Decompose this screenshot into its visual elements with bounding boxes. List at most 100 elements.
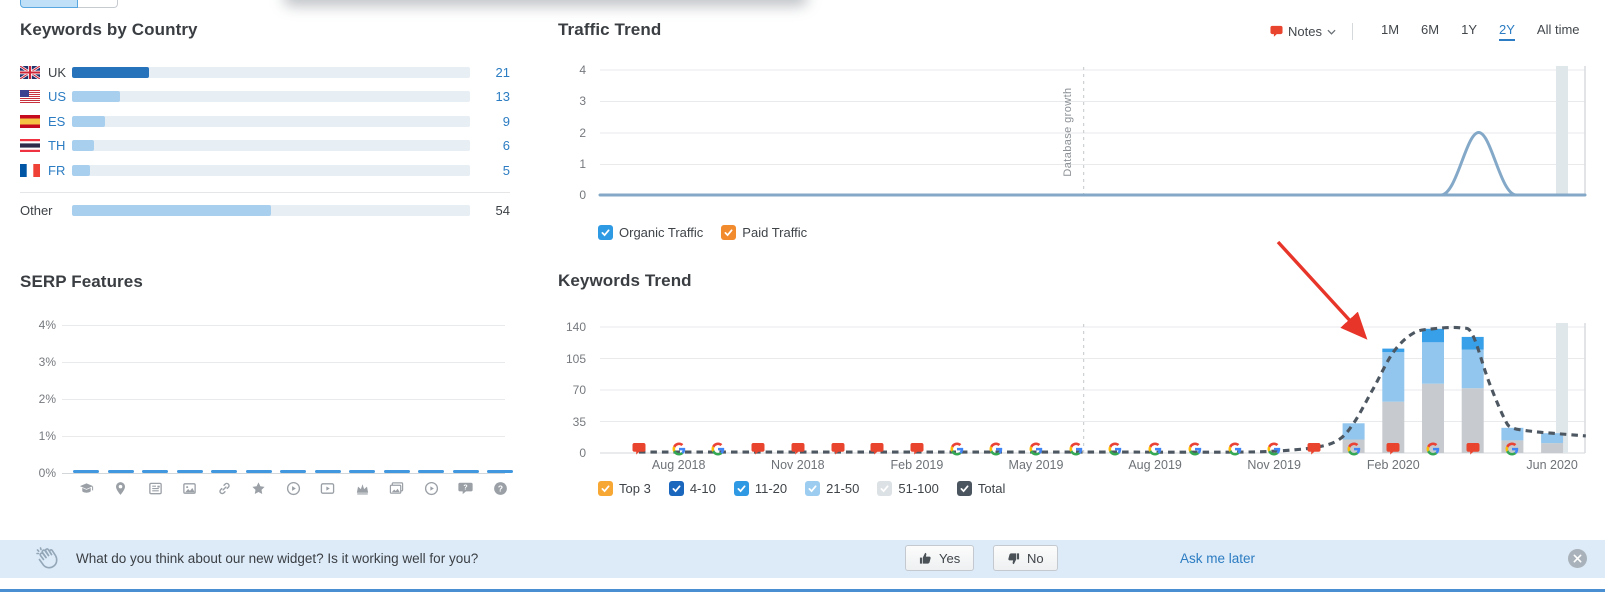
serp-zero-dash [349, 469, 375, 473]
serp-zero-dash [452, 469, 479, 473]
marker-google-icon[interactable] [1505, 442, 1519, 456]
range-2y[interactable]: 2Y [1499, 22, 1515, 41]
x-tick-label: Nov 2019 [1247, 458, 1301, 472]
marker-note-icon[interactable] [791, 442, 805, 456]
marker-google-icon[interactable] [1148, 442, 1162, 456]
no-label: No [1027, 550, 1044, 566]
legend-checkbox-organic-traffic[interactable] [598, 225, 613, 240]
country-code-link[interactable]: FR [48, 162, 66, 178]
y-tick-label: 70 [572, 383, 586, 397]
toggle-segment-inactive[interactable] [78, 0, 118, 8]
marker-google-icon[interactable] [1426, 442, 1440, 456]
close-icon[interactable] [1568, 549, 1587, 568]
feedback-yes-button[interactable]: Yes [905, 545, 975, 571]
video-icon[interactable] [286, 481, 301, 496]
range-6m[interactable]: 6M [1421, 22, 1440, 37]
country-bar-fill [72, 164, 91, 176]
country-code-link[interactable]: US [48, 89, 67, 105]
marker-google-icon[interactable] [1188, 442, 1202, 456]
marker-google-icon[interactable] [1029, 442, 1043, 456]
country-value: 6 [502, 138, 510, 154]
faq-icon[interactable]: ? [458, 481, 473, 496]
legend-checkbox-51-100[interactable] [877, 481, 893, 496]
country-row-fr: FR 5 [20, 158, 510, 183]
image-pack-icon[interactable] [389, 481, 404, 496]
top-stories-icon[interactable] [148, 481, 163, 496]
bottom-accent-line [0, 589, 1605, 592]
legend-item: Paid Traffic [721, 225, 807, 240]
legend-checkbox-paid-traffic[interactable] [721, 225, 737, 240]
marker-note-icon[interactable] [870, 442, 884, 456]
country-value: 13 [495, 89, 510, 105]
legend-checkbox-21-50[interactable] [805, 481, 821, 496]
y-tick-label: 1 [579, 156, 586, 171]
notes-button[interactable]: Notes [1270, 24, 1336, 39]
marker-google-icon[interactable] [989, 442, 1003, 456]
legend-checkbox-11-20[interactable] [733, 481, 749, 496]
marker-google-icon[interactable] [672, 442, 685, 456]
y-tick-label: 105 [565, 351, 586, 366]
legend-label: 11-20 [754, 481, 788, 496]
flag-gb-icon [19, 64, 41, 80]
marker-note-icon[interactable] [1307, 442, 1321, 456]
images-icon[interactable] [182, 481, 197, 496]
country-code-link[interactable]: TH [48, 138, 66, 154]
reviews-icon[interactable] [251, 481, 266, 496]
range-1y[interactable]: 1Y [1461, 22, 1477, 37]
country-row-uk: UK 21 [19, 60, 510, 85]
country-bar-track [72, 91, 470, 103]
instant-answer-icon[interactable]: ? [493, 481, 508, 496]
legend-label: 21-50 [826, 481, 860, 496]
marker-google-icon[interactable] [711, 442, 725, 456]
marker-google-icon[interactable] [1347, 442, 1360, 456]
serp-zero-dash [418, 469, 444, 473]
thumbs-up-icon [919, 552, 932, 565]
serp-zero-dash [280, 469, 306, 473]
country-code-link[interactable]: ES [48, 113, 66, 129]
legend-item: 4-10 [668, 481, 716, 496]
video-carousel-icon[interactable] [424, 481, 439, 496]
legend-checkbox-top-3[interactable] [598, 481, 613, 496]
marker-note-icon[interactable] [1386, 442, 1400, 456]
ask-me-later-link[interactable]: Ask me later [1180, 551, 1256, 566]
marker-google-icon[interactable] [1108, 442, 1122, 456]
marker-note-icon[interactable] [632, 442, 646, 456]
local-pack-icon[interactable] [113, 481, 128, 496]
country-list: UK 21 US 13 ES 9 TH 6 FR 5 [19, 60, 510, 183]
keywords-trend-title: Keywords Trend [558, 271, 692, 290]
legend-checkbox-total[interactable] [956, 481, 972, 496]
country-bar-fill [72, 204, 271, 216]
chevron-down-icon [1327, 29, 1336, 35]
feedback-no-button[interactable]: No [993, 545, 1058, 571]
range-1m[interactable]: 1M [1380, 22, 1400, 37]
featured-video-icon[interactable] [320, 481, 335, 496]
marker-google-icon[interactable] [1069, 442, 1082, 456]
gridline [62, 399, 505, 400]
marker-note-icon[interactable] [751, 442, 765, 456]
marker-google-icon[interactable] [1228, 442, 1241, 456]
toggle-segment-active[interactable] [20, 0, 78, 8]
marker-google-icon[interactable] [950, 442, 963, 456]
y-tick-label: 4 [579, 63, 586, 77]
country-bar-fill [72, 140, 95, 152]
traffic-trend-controls: Notes 1M 6M 1Y 2Y All time [1270, 22, 1580, 41]
marker-note-icon[interactable] [1466, 442, 1480, 456]
y-tick-label: 0% [38, 466, 56, 480]
country-value: 5 [502, 162, 510, 178]
marker-note-icon[interactable] [910, 442, 924, 456]
marker-note-icon[interactable] [831, 442, 845, 456]
time-range-group: 1M 6M 1Y 2Y All time [1359, 22, 1580, 41]
x-tick-label: Feb 2020 [1366, 458, 1420, 472]
database-growth-label: Database growth [1062, 87, 1074, 177]
range-all-time[interactable]: All time [1536, 22, 1580, 37]
flag-us-icon [20, 90, 40, 104]
partial-toggle[interactable] [20, 0, 118, 8]
featured-snippet-icon[interactable] [79, 481, 94, 496]
country-code-link[interactable]: UK [48, 64, 67, 80]
sitelinks-icon[interactable] [217, 481, 232, 496]
legend-checkbox-4-10[interactable] [668, 481, 684, 496]
marker-google-icon[interactable] [1267, 442, 1281, 456]
traffic-trend-plot [598, 66, 1587, 197]
x-tick-label: Feb 2019 [890, 458, 944, 472]
knowledge-panel-icon[interactable] [355, 481, 370, 496]
